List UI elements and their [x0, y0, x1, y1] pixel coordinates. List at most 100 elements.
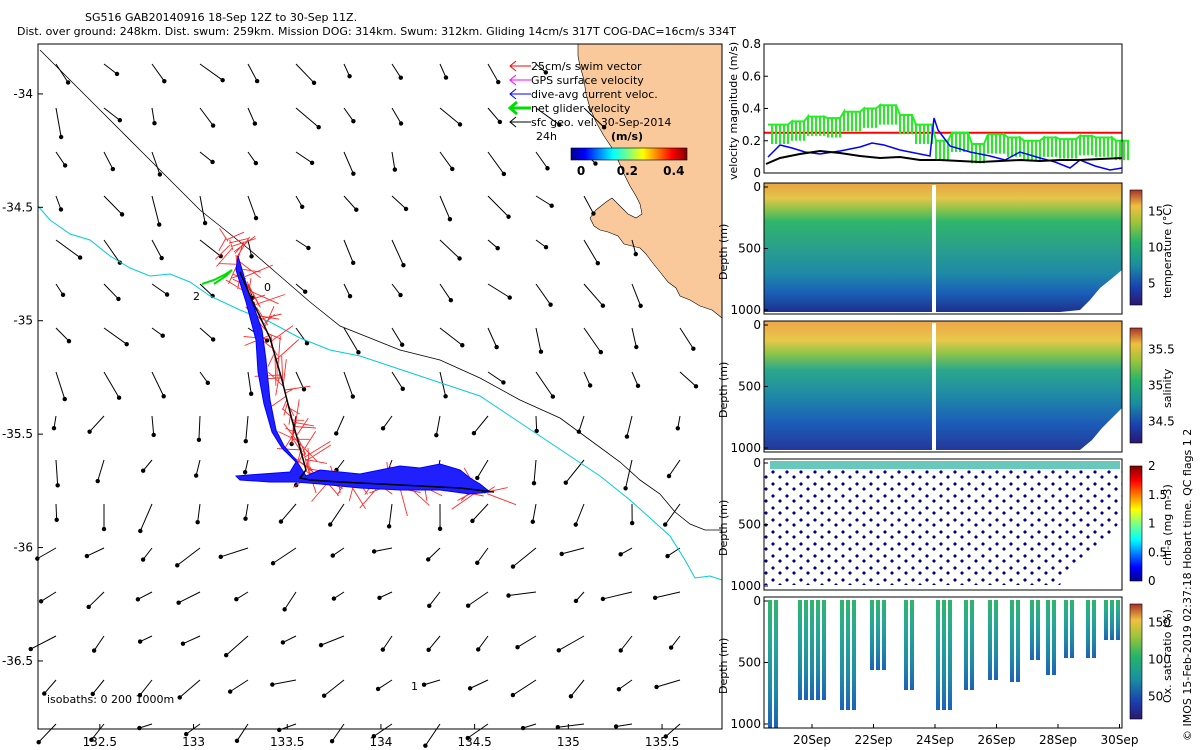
geo-velocity-arrowhead	[218, 554, 223, 560]
geo-velocity-arrowhead	[65, 80, 71, 85]
geo-velocity-arrowhead	[280, 640, 286, 645]
geo-velocity-arrowhead	[510, 692, 516, 698]
geo-velocity-arrowhead	[380, 426, 386, 431]
geo-velocity-arrowhead	[101, 526, 107, 532]
temperature-cbar-label: temperature (°C)	[1161, 204, 1174, 298]
oxygen-colorbar	[1129, 603, 1143, 720]
salinity-cbar-tick-label: 35.5	[1148, 343, 1175, 357]
geo-velocity-vector	[382, 635, 393, 650]
map-colorbar-tick-label: 0.4	[663, 164, 684, 178]
geo-velocity-arrowhead	[243, 439, 248, 444]
geo-velocity-arrowhead	[663, 734, 668, 739]
geo-velocity-arrowhead	[184, 731, 189, 737]
velocity-series-green	[768, 103, 1129, 164]
geo-velocity-arrowhead	[316, 125, 321, 130]
oxygen-ylabel: Depth (m)	[717, 638, 730, 694]
geo-velocity-vector	[575, 503, 585, 525]
geo-velocity-arrowhead	[494, 344, 499, 350]
geo-velocity-arrowhead	[38, 599, 44, 604]
geo-velocity-vector	[374, 547, 393, 552]
geo-velocity-arrowhead	[515, 644, 520, 650]
geo-velocity-arrowhead	[470, 518, 475, 524]
geo-velocity-arrowhead	[234, 738, 240, 744]
geo-velocity-arrowhead	[635, 383, 641, 388]
geo-velocity-vector	[199, 195, 206, 224]
oxygen-profile	[1064, 600, 1068, 658]
geo-velocity-arrowhead	[465, 735, 470, 741]
geo-velocity-vector	[151, 283, 168, 295]
geo-velocity-arrowhead	[303, 289, 308, 294]
geo-velocity-arrowhead	[534, 428, 539, 434]
geo-velocity-arrowhead	[531, 481, 537, 486]
oxygen-ytick-label: 1000	[730, 717, 761, 731]
geo-velocity-arrowhead	[351, 260, 356, 265]
geo-velocity-arrowhead	[434, 432, 439, 438]
geo-velocity-arrowhead	[137, 725, 142, 731]
geo-velocity-arrowhead	[443, 75, 449, 80]
geo-velocity-arrowhead	[403, 206, 409, 212]
geo-velocity-arrowhead	[328, 522, 333, 527]
geo-velocity-vector	[247, 195, 257, 219]
geo-velocity-arrowhead	[497, 119, 503, 125]
geo-velocity-vector	[103, 283, 119, 300]
geo-velocity-arrowhead	[495, 245, 500, 251]
geo-velocity-arrowhead	[138, 528, 143, 534]
map-xtick-label: 133	[182, 735, 205, 749]
oxygen-profile	[910, 600, 914, 690]
geo-velocity-vector	[247, 371, 252, 394]
geo-velocity-vector	[655, 591, 681, 599]
geo-velocity-arrowhead	[448, 297, 454, 303]
salinity-colorbar	[1129, 327, 1143, 444]
temperature-panel: 0 500 1000 5 10 15 Depth (m) temperature (°C)	[717, 180, 1174, 317]
legend-swim-vector: 25cm/s swim vector	[509, 60, 642, 73]
geo-velocity-arrowhead	[253, 160, 259, 166]
geo-velocity-vector	[151, 63, 165, 82]
geo-velocity-vector	[197, 503, 201, 523]
oxygen-data	[768, 600, 1120, 728]
chla-cbar-tick-label: 1.5	[1148, 488, 1167, 502]
geo-velocity-vector	[97, 459, 105, 482]
geo-velocity-vector	[55, 239, 81, 258]
geo-velocity-arrowhead	[593, 161, 598, 166]
oxygen-profile	[810, 600, 814, 700]
chla-ytick-label: 1000	[730, 579, 761, 593]
geo-velocity-arrowhead	[249, 254, 254, 259]
velocity-series-blue	[767, 117, 1123, 171]
geo-velocity-arrowhead	[330, 553, 335, 558]
geo-velocity-vector	[423, 679, 441, 686]
geo-velocity-vector	[583, 195, 594, 214]
geo-velocity-arrowhead	[475, 560, 480, 566]
chla-axes: 0 500 1000 0 0.5 1 1.5 2	[730, 456, 1167, 593]
geo-velocity-vector	[631, 283, 642, 307]
geo-velocity-arrowhead	[161, 394, 166, 399]
oxygen-profile	[852, 600, 856, 710]
map-ytick-label: -36.5	[2, 654, 33, 668]
geo-velocity-arrowhead	[162, 78, 167, 84]
geo-velocity-vector	[40, 591, 57, 602]
oxygen-profile	[948, 600, 952, 710]
geo-velocity-vector	[439, 195, 451, 220]
geo-velocity-arrowhead	[35, 556, 40, 561]
geo-velocity-arrowhead	[66, 338, 72, 344]
geo-velocity-arrowhead	[400, 386, 405, 392]
oxygen-profile	[876, 600, 880, 670]
oxygen-profile	[870, 600, 874, 670]
geo-velocity-arrowhead	[618, 648, 623, 653]
geo-velocity-vector	[55, 151, 66, 166]
oxygen-profile	[846, 600, 850, 710]
chla-data	[764, 470, 1122, 585]
geo-velocity-arrowhead	[457, 256, 462, 261]
geo-velocity-arrowhead	[87, 429, 92, 434]
geo-velocity-vector	[247, 151, 257, 164]
geo-velocity-vector	[583, 239, 599, 264]
geo-velocity-vector	[182, 635, 201, 645]
geo-velocity-vector	[151, 327, 164, 337]
geo-velocity-arrowhead	[289, 441, 294, 447]
geo-velocity-vector	[625, 459, 633, 489]
geo-velocity-vector	[631, 239, 637, 255]
map-colorbar-tick-label: 0	[577, 164, 585, 178]
oxygen-profile	[1070, 600, 1074, 658]
legend-current-velocity: dive-avg current veloc.	[509, 88, 658, 101]
geo-velocity-vector	[535, 151, 548, 169]
geo-velocity-arrowhead	[573, 598, 579, 604]
